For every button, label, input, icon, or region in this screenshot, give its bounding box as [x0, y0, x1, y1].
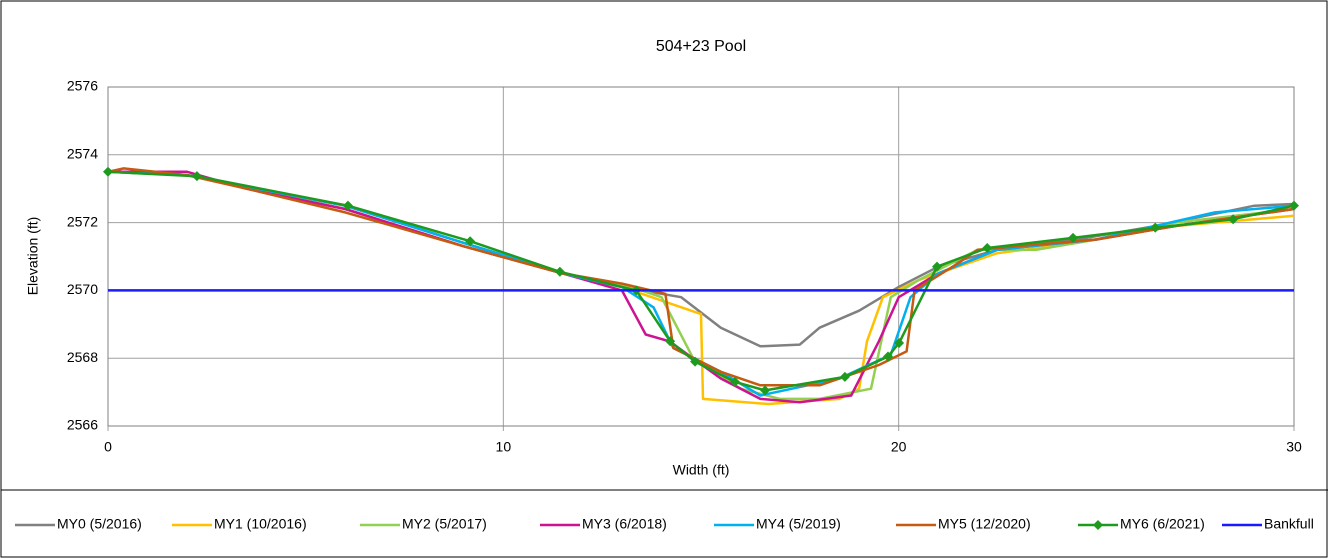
legend-label: MY2 (5/2017) [402, 516, 487, 532]
point-marker [982, 243, 993, 254]
y-tick-label: 2574 [67, 146, 98, 162]
plot-area [107, 86, 1295, 427]
legend-label: MY5 (12/2020) [938, 516, 1031, 532]
legend-label: Bankfull [1264, 516, 1314, 532]
x-axis-label: Width (ft) [673, 462, 730, 478]
point-marker [894, 337, 905, 348]
y-tick-label: 2570 [67, 281, 98, 297]
y-axis-label: Elevation (ft) [25, 217, 41, 296]
point-marker [760, 385, 771, 396]
point-marker [1228, 214, 1239, 225]
point-marker [465, 236, 476, 247]
chart-title: 504+23 Pool [656, 38, 746, 55]
point-marker [690, 356, 701, 367]
point-marker [882, 351, 893, 362]
x-tick-label: 10 [496, 439, 512, 455]
point-marker [729, 376, 740, 387]
legend-label: MY1 (10/2016) [214, 516, 307, 532]
legend-label: MY6 (6/2021) [1120, 516, 1205, 532]
legend-label: MY0 (5/2016) [57, 516, 142, 532]
legend-label: MY4 (5/2019) [756, 516, 841, 532]
point-marker [342, 200, 353, 211]
point-marker [932, 261, 943, 272]
point-marker [103, 166, 113, 177]
y-tick-label: 2566 [67, 417, 98, 433]
point-marker [839, 371, 850, 382]
legend-label: MY3 (6/2018) [582, 516, 667, 532]
point-marker [1289, 200, 1299, 211]
point-marker [1150, 222, 1161, 233]
x-tick-label: 0 [104, 439, 112, 455]
point-marker [191, 171, 202, 182]
point-marker [665, 336, 676, 347]
y-tick-label: 2576 [67, 78, 98, 94]
y-tick-label: 2568 [67, 349, 98, 365]
legend-marker [1093, 520, 1103, 530]
point-marker [554, 266, 565, 277]
x-tick-label: 30 [1286, 439, 1302, 455]
x-tick-label: 20 [891, 439, 907, 455]
y-tick-label: 2572 [67, 213, 98, 229]
point-marker [1068, 232, 1079, 243]
